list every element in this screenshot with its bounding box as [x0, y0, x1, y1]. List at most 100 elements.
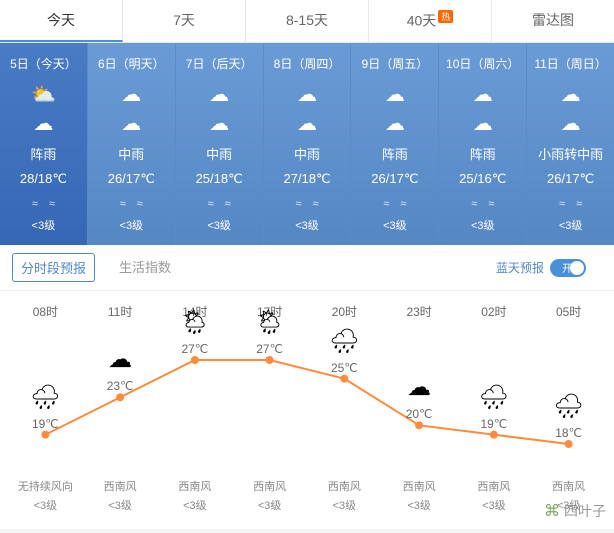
- weather-icon-night: ☁: [209, 111, 229, 136]
- temp-range: 27/18℃: [266, 171, 349, 187]
- hour-temp-label: 20℃: [406, 407, 433, 421]
- period-tab-1[interactable]: 7天: [123, 0, 246, 42]
- weather-icon-day: ☁: [121, 82, 141, 107]
- hourly-forecast: 08时11时14时17时20时23时02时05时 🌧19℃☁23℃🌦27℃🌦27…: [0, 291, 614, 529]
- watermark: ⌘ 四叶子: [544, 501, 606, 521]
- weather-desc: 中雨: [178, 144, 261, 163]
- wind-level: <3级: [353, 217, 436, 233]
- weather-desc: 中雨: [266, 144, 349, 163]
- weather-icon-day: ☁: [209, 82, 229, 107]
- day-date: 7日（后天）: [178, 55, 261, 72]
- wind-level: <3级: [178, 217, 261, 233]
- hour-weather-icon: 🌧: [30, 383, 60, 412]
- day-date: 6日（明天）: [90, 55, 173, 72]
- weather-icon-day: ☁: [385, 82, 405, 107]
- weather-icon-night: ☁: [121, 111, 141, 136]
- weather-desc: 小雨转中雨: [529, 144, 612, 163]
- period-tab-4[interactable]: 雷达图: [492, 0, 614, 42]
- temp-range: 26/17℃: [90, 171, 173, 187]
- temp-range: 26/17℃: [529, 171, 612, 187]
- hour-weather-icon: 🌦: [254, 308, 284, 337]
- period-tab-2[interactable]: 8-15天: [246, 0, 369, 42]
- day-card-1[interactable]: 6日（明天） ☁ ☁ 中雨 26/17℃ ≈ ≈ <3级: [88, 43, 176, 245]
- period-tab-0[interactable]: 今天: [0, 0, 123, 42]
- hour-wind-dir: 西南风: [457, 478, 532, 494]
- hour-time-5: 23时: [382, 303, 457, 328]
- wind-wave-icon: ≈ ≈: [353, 195, 436, 211]
- day-date: 11日（周日）: [529, 55, 612, 72]
- hourly-tab[interactable]: 分时段预报: [12, 253, 95, 282]
- hour-wind-dir: 西南风: [307, 478, 382, 494]
- wind-level: <3级: [441, 217, 524, 233]
- day-date: 5日（今天）: [2, 55, 85, 72]
- wind-wave-icon: ≈ ≈: [2, 195, 85, 211]
- hour-wind-level: <3级: [8, 497, 83, 513]
- weather-icon-night: ☁: [473, 111, 493, 136]
- day-card-4[interactable]: 9日（周五） ☁ ☁ 阵雨 26/17℃ ≈ ≈ <3级: [351, 43, 439, 245]
- sub-tabs-bar: 分时段预报 生活指数 蓝天预报 开: [0, 245, 614, 291]
- hour-temp-label: 23℃: [107, 379, 134, 393]
- hour-time-0: 08时: [8, 303, 83, 328]
- temp-chart: 🌧19℃☁23℃🌦27℃🌦27℃🌧25℃☁20℃🌧19℃🌧18℃: [8, 332, 606, 462]
- hour-weather-icon: 🌧: [479, 383, 509, 412]
- weather-icon-day: ⛅: [31, 82, 56, 107]
- hour-wind-dir: 无持续风向: [8, 478, 83, 494]
- hour-wind-dir: 西南风: [158, 478, 233, 494]
- day-card-0[interactable]: 5日（今天） ⛅ ☁ 阵雨 28/18℃ ≈ ≈ <3级: [0, 43, 88, 245]
- wind-level: <3级: [90, 217, 173, 233]
- hour-temp-label: 27℃: [256, 342, 283, 356]
- hour-temp-label: 19℃: [32, 417, 59, 431]
- period-tabs: 今天7天8-15天40天热雷达图: [0, 0, 614, 43]
- wind-level: <3级: [266, 217, 349, 233]
- hour-time-4: 20时: [307, 303, 382, 328]
- wind-wave-icon: ≈ ≈: [441, 195, 524, 211]
- hour-wind-level: <3级: [83, 497, 158, 513]
- hot-badge: 热: [438, 10, 453, 23]
- temp-range: 28/18℃: [2, 171, 85, 187]
- hour-wind-dir: 西南风: [382, 478, 457, 494]
- day-date: 8日（周四）: [266, 55, 349, 72]
- blue-sky-toggle[interactable]: 蓝天预报 开: [496, 259, 602, 277]
- hour-time-6: 02时: [457, 303, 532, 328]
- weather-desc: 阵雨: [2, 144, 85, 163]
- hour-weather-icon: 🌧: [329, 327, 359, 356]
- period-tab-3[interactable]: 40天热: [369, 0, 492, 42]
- temp-range: 25/16℃: [441, 171, 524, 187]
- weather-icon-day: ☁: [473, 82, 493, 107]
- weather-icon-night: ☁: [385, 111, 405, 136]
- living-index-tab[interactable]: 生活指数: [111, 253, 179, 282]
- watermark-text: 四叶子: [564, 501, 606, 521]
- wind-wave-icon: ≈ ≈: [178, 195, 261, 211]
- hour-wind-dir: 西南风: [83, 478, 158, 494]
- hour-wind-dir: 西南风: [531, 478, 606, 494]
- hour-time-7: 05时: [531, 303, 606, 328]
- hour-wind-level: <3级: [307, 497, 382, 513]
- day-date: 9日（周五）: [353, 55, 436, 72]
- weather-icon-day: ☁: [297, 82, 317, 107]
- hour-wind-dir: 西南风: [232, 478, 307, 494]
- weather-icon-day: ☁: [561, 82, 581, 107]
- day-card-3[interactable]: 8日（周四） ☁ ☁ 中雨 27/18℃ ≈ ≈ <3级: [264, 43, 352, 245]
- daily-forecast: 5日（今天） ⛅ ☁ 阵雨 28/18℃ ≈ ≈ <3级 6日（明天） ☁ ☁ …: [0, 43, 614, 245]
- wind-level: <3级: [2, 217, 85, 233]
- temp-range: 25/18℃: [178, 171, 261, 187]
- hour-wind-level: <3级: [382, 497, 457, 513]
- day-date: 10日（周六）: [441, 55, 524, 72]
- hour-weather-icon: ☁: [407, 373, 431, 402]
- weather-desc: 中雨: [90, 144, 173, 163]
- weather-desc: 阵雨: [353, 144, 436, 163]
- hour-temp-label: 19℃: [480, 417, 507, 431]
- wind-wave-icon: ≈ ≈: [529, 195, 612, 211]
- hour-weather-icon: 🌦: [180, 308, 210, 337]
- wind-wave-icon: ≈ ≈: [266, 195, 349, 211]
- hour-wind-level: <3级: [232, 497, 307, 513]
- toggle-on-label: 开: [562, 260, 572, 275]
- hour-wind-level: <3级: [158, 497, 233, 513]
- hour-wind-level: <3级: [457, 497, 532, 513]
- weather-desc: 阵雨: [441, 144, 524, 163]
- weather-icon-night: ☁: [33, 111, 53, 136]
- day-card-5[interactable]: 10日（周六） ☁ ☁ 阵雨 25/16℃ ≈ ≈ <3级: [439, 43, 527, 245]
- day-card-6[interactable]: 11日（周日） ☁ ☁ 小雨转中雨 26/17℃ ≈ ≈ <3级: [527, 43, 614, 245]
- day-card-2[interactable]: 7日（后天） ☁ ☁ 中雨 25/18℃ ≈ ≈ <3级: [176, 43, 264, 245]
- hour-temp-label: 18℃: [555, 426, 582, 440]
